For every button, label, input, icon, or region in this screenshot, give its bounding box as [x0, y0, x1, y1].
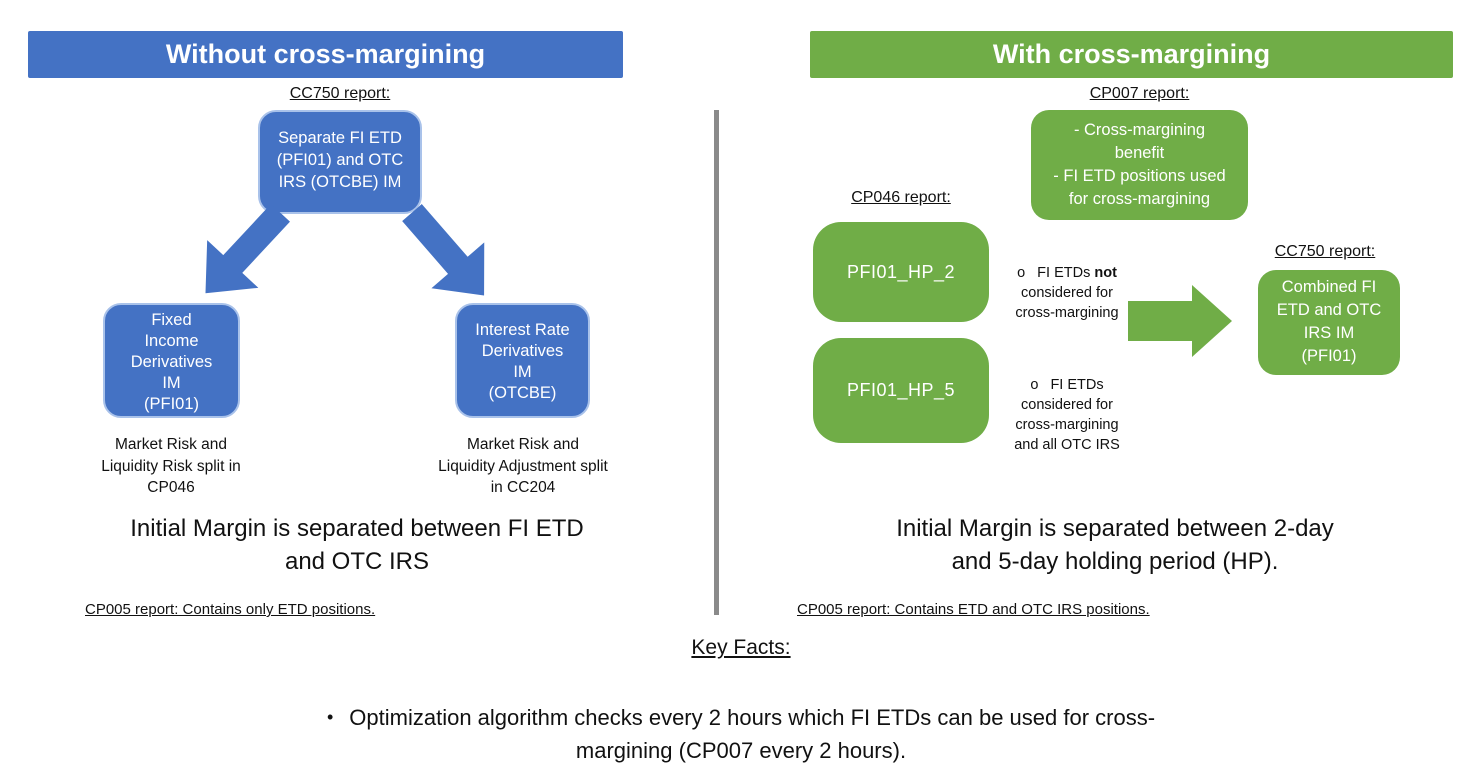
interest-rate-caption: Market Risk and Liquidity Adjustment spl…: [438, 436, 608, 496]
key-facts-bullet-2: • Cross-margining reduces only IM require…: [0, 735, 1482, 775]
right-cp005-footnote: CP005 report: Contains ETD and OTC IRS p…: [797, 601, 1150, 618]
hp5-bullet-note: o FI ETDs considered for cross-margining …: [992, 355, 1142, 455]
cp007-box: - Cross-margining benefit - FI ETD posit…: [1031, 110, 1248, 220]
dot-bullet-icon: •: [326, 707, 334, 727]
combined-im-box: Combined FI ETD and OTC IRS IM (PFI01): [1258, 270, 1400, 375]
left-summary-text: Initial Margin is separated between FI E…: [130, 515, 584, 575]
key-facts-bullet-2-post: VM.: [991, 772, 1036, 775]
left-cp005-footnote: CP005 report: Contains only ETD position…: [85, 601, 376, 618]
hp2-bullet-text-bold: not: [1094, 265, 1117, 281]
pfi01-hp5-box: PFI01_HP_5: [813, 338, 989, 443]
left-cc750-report-label: CC750 report:: [289, 85, 391, 102]
right-panel-header: With cross-margining: [810, 31, 1453, 78]
circle-bullet-icon: o: [1030, 377, 1039, 393]
hp2-bullet-text-rest: considered for cross-margining: [1015, 285, 1119, 321]
right-summary-text: Initial Margin is separated between 2-da…: [896, 515, 1334, 575]
hp2-bullet-text-pre: FI ETDs: [1037, 265, 1095, 281]
key-facts-bullet-1-text: Optimization algorithm checks every 2 ho…: [349, 705, 1156, 763]
right-panel-title: With cross-margining: [992, 39, 1271, 69]
left-panel-header: Without cross-margining: [28, 31, 623, 78]
down-left-arrow-icon: [205, 203, 291, 294]
separate-im-box: Separate FI ETD (PFI01) and OTC IRS (OTC…: [258, 110, 422, 214]
fixed-income-im-box: Fixed Income Derivatives IM (PFI01): [103, 303, 240, 418]
key-facts-bullet-2-pre: Cross-margining reduces only IM requirem…: [468, 772, 957, 775]
hp5-bullet-text: FI ETDs considered for cross-margining a…: [1014, 377, 1120, 453]
right-cc750-report-label: CC750 report:: [1274, 243, 1376, 260]
interest-rate-im-box: Interest Rate Derivatives IM (OTCBE): [455, 303, 590, 418]
right-arrow-icon: [1128, 285, 1232, 357]
key-facts-bullet-2-bold: not: [957, 772, 991, 775]
fixed-income-caption: Market Risk and Liquidity Risk split in …: [101, 436, 241, 496]
cp007-report-label: CP007 report:: [1089, 85, 1190, 102]
key-facts-bullet-1: • Optimization algorithm checks every 2 h…: [216, 668, 1266, 767]
pfi01-hp2-box: PFI01_HP_2: [813, 222, 989, 322]
key-facts-title: Key Facts:: [691, 636, 791, 659]
left-panel-title: Without cross-margining: [165, 39, 486, 69]
cp046-report-label: CP046 report:: [851, 189, 951, 206]
down-right-arrow-icon: [402, 203, 485, 296]
vertical-divider: [714, 110, 719, 615]
dot-bullet-icon: •: [446, 768, 452, 775]
circle-bullet-icon: o: [1017, 265, 1026, 281]
hp2-bullet-note: o FI ETDs not considered for cross-margin…: [992, 243, 1142, 323]
